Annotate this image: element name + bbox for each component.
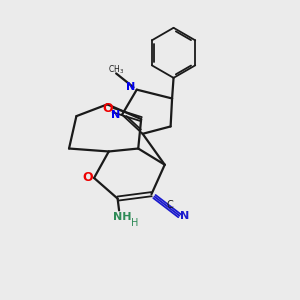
Text: CH$_3$: CH$_3$ (108, 63, 124, 76)
Text: O: O (103, 102, 113, 115)
Text: O: O (83, 172, 94, 184)
Text: N: N (180, 211, 189, 221)
Text: C: C (167, 200, 173, 210)
Text: H: H (131, 218, 139, 228)
Text: N: N (126, 82, 135, 92)
Text: NH: NH (113, 212, 132, 222)
Text: N: N (111, 110, 120, 120)
